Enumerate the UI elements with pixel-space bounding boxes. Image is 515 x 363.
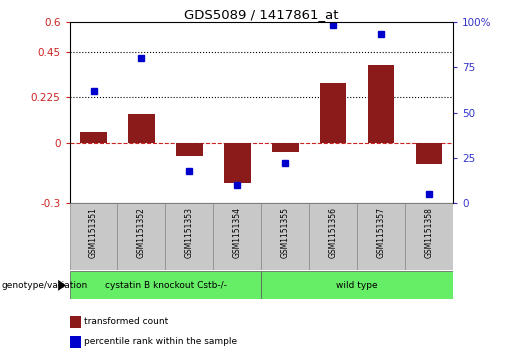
Bar [128,114,154,143]
Bar [224,143,251,183]
Bar [368,65,394,143]
Text: GSM1151354: GSM1151354 [233,207,242,258]
Text: transformed count: transformed count [84,317,168,326]
Text: cystatin B knockout Cstb-/-: cystatin B knockout Cstb-/- [105,281,227,290]
Bar [117,203,165,270]
Bar [416,143,442,164]
Text: wild type: wild type [336,281,378,290]
Bar [261,203,310,270]
Bar [261,271,453,299]
Bar [213,203,261,270]
Text: GSM1151351: GSM1151351 [89,207,98,257]
Bar [70,203,117,270]
Bar [80,132,107,143]
Text: GSM1151352: GSM1151352 [137,207,146,257]
Polygon shape [58,280,66,291]
Bar [70,271,261,299]
Text: percentile rank within the sample: percentile rank within the sample [84,337,237,346]
Bar [165,203,213,270]
Bar [176,143,202,156]
Title: GDS5089 / 1417861_at: GDS5089 / 1417861_at [184,8,338,21]
Text: GSM1151353: GSM1151353 [185,207,194,258]
Bar [320,83,347,143]
Bar [405,203,453,270]
Text: genotype/variation: genotype/variation [1,281,87,290]
Bar [310,203,357,270]
Text: GSM1151358: GSM1151358 [425,207,434,257]
Text: GSM1151356: GSM1151356 [329,207,338,258]
Bar [272,143,299,152]
Text: GSM1151355: GSM1151355 [281,207,290,258]
Bar [357,203,405,270]
Text: GSM1151357: GSM1151357 [377,207,386,258]
